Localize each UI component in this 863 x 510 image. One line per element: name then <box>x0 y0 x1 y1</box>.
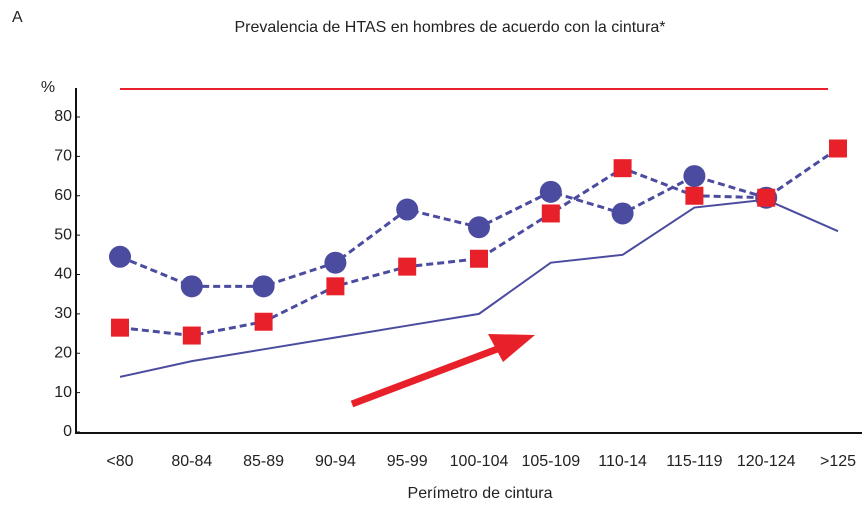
point <box>539 180 562 203</box>
x-tick-label: 80-84 <box>171 453 212 470</box>
point <box>683 165 706 188</box>
trend-arrow <box>350 334 535 408</box>
x-tick-label: >125 <box>820 453 856 470</box>
panel-label: A <box>12 9 23 26</box>
point <box>398 257 417 276</box>
y-tick-label: 10 <box>54 384 72 401</box>
chart-title: Prevalencia de HTAS en hombres de acuerd… <box>234 19 665 36</box>
point <box>109 245 131 268</box>
x-tick-label: 105-109 <box>521 453 580 470</box>
y-tick-label: 50 <box>54 226 72 243</box>
point <box>613 159 632 178</box>
x-tick-label: 95-99 <box>387 453 428 470</box>
point <box>541 204 560 223</box>
x-tick-label: 90-94 <box>315 453 356 470</box>
y-axis-label: % <box>41 79 55 96</box>
x-tick-label: 115-119 <box>666 453 722 470</box>
y-tick-label: 80 <box>54 108 72 125</box>
x-tick-label: 85-89 <box>243 453 284 470</box>
y-tick-label: 40 <box>54 266 72 283</box>
point <box>611 202 634 225</box>
point <box>252 275 275 298</box>
point <box>685 186 704 205</box>
y-tick-label: 70 <box>54 148 72 165</box>
point <box>396 198 419 221</box>
y-tick-label: 60 <box>54 187 72 204</box>
point <box>111 318 129 337</box>
point <box>468 216 490 239</box>
x-tick-label: <80 <box>106 453 133 470</box>
series-line <box>119 147 839 338</box>
point <box>254 312 273 331</box>
point <box>829 139 847 158</box>
y-tick-label: 20 <box>54 344 72 361</box>
series-line <box>119 174 767 288</box>
x-tick-label: 110-14 <box>598 453 647 470</box>
point <box>182 326 201 345</box>
point <box>180 275 203 298</box>
y-tick-label: 0 <box>63 423 72 440</box>
point <box>757 188 776 207</box>
point <box>326 277 345 296</box>
point <box>324 251 347 274</box>
x-tick-label: 120-124 <box>737 453 796 470</box>
x-axis-label: Perímetro de cintura <box>408 485 553 502</box>
x-tick-label: 100-104 <box>450 453 509 470</box>
y-tick-label: 30 <box>54 305 72 322</box>
point <box>470 249 488 268</box>
series-line <box>119 198 839 378</box>
